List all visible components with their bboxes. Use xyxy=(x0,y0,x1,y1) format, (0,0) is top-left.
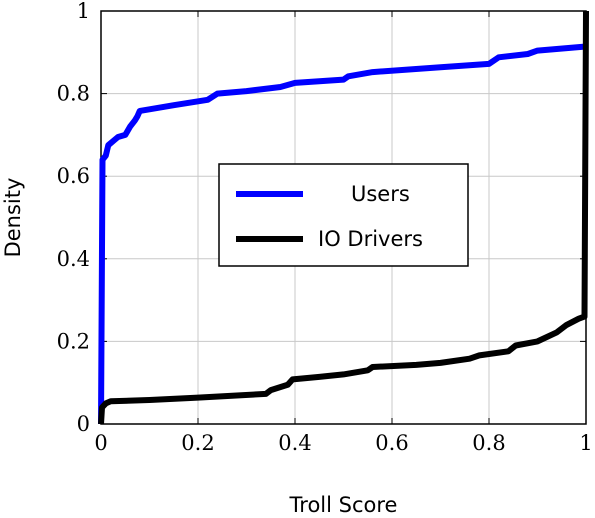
ticks: 0 0.2 0.4 0.6 0.8 1 0 0.2 0.4 0.6 0.8 1 xyxy=(57,0,593,455)
legend-box xyxy=(218,163,469,267)
x-tick-label: 1 xyxy=(579,431,592,455)
y-tick-label: 0.4 xyxy=(57,247,90,271)
legend-label-users: Users xyxy=(351,182,410,206)
y-tick-label: 1 xyxy=(77,0,90,23)
y-axis-title: Density xyxy=(1,178,25,258)
series-line-users xyxy=(98,43,587,425)
legend: Users IO Drivers xyxy=(218,163,469,267)
x-tick-label: 0.2 xyxy=(181,431,214,455)
y-tick-label: 0.2 xyxy=(57,329,90,353)
y-tick-label: 0.6 xyxy=(57,164,90,188)
y-tick-label: 0.8 xyxy=(57,82,90,106)
x-tick-label: 0 xyxy=(94,431,107,455)
series-line-io-drivers xyxy=(98,10,589,425)
x-axis-title: Troll Score xyxy=(289,493,398,517)
legend-label-io-drivers: IO Drivers xyxy=(318,227,423,251)
x-tick-label: 0.4 xyxy=(278,431,311,455)
x-tick-label: 0.8 xyxy=(472,431,505,455)
y-tick-label: 0 xyxy=(77,412,90,436)
x-tick-label: 0.6 xyxy=(375,431,408,455)
series-lines xyxy=(98,10,589,425)
